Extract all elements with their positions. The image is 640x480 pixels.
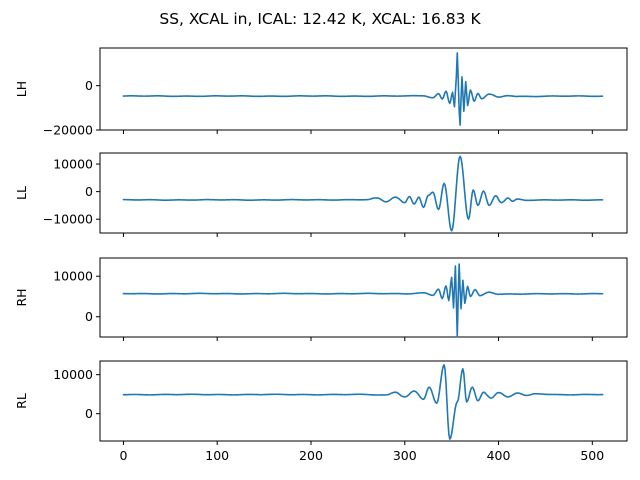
y-tick-label: 10000: [53, 157, 93, 172]
x-tick-label: 500: [580, 448, 604, 463]
y-tick-label: 0: [85, 184, 93, 199]
panel-frame: [99, 152, 628, 234]
series-line-lh: [122, 52, 604, 126]
panel-rh: 10000 0 RH: [14, 257, 628, 341]
y-tick-label: 0: [85, 309, 93, 324]
y-tick-label: −10000: [43, 212, 93, 227]
panel-ll: 10000 0 −10000 LL: [14, 152, 628, 237]
series-line-rl: [122, 364, 604, 440]
y-tick-label: −20000: [43, 123, 93, 138]
panel-frame: [99, 257, 628, 338]
y-tick-label: 0: [85, 406, 93, 421]
x-tick-label: 0: [119, 448, 127, 463]
y-axis-label: RL: [14, 393, 29, 409]
y-tick-label: 10000: [53, 269, 93, 284]
series-line-rh: [122, 263, 604, 338]
y-tick-label: 10000: [53, 367, 93, 382]
x-tick-label: 200: [299, 448, 323, 463]
panel-rl: 10000 0 0 100 200 300 400 500 RL: [14, 360, 628, 463]
x-tick-label: 400: [487, 448, 511, 463]
panel-frame: [99, 47, 628, 131]
x-tick-label: 300: [393, 448, 417, 463]
panel-frame: [99, 360, 628, 442]
y-axis-label: LH: [14, 81, 29, 97]
figure-title: SS, XCAL in, ICAL: 12.42 K, XCAL: 16.83 …: [159, 10, 481, 28]
series-line-ll: [122, 155, 604, 232]
y-axis-label: LL: [14, 186, 29, 200]
panel-lh: 0 −20000 LH: [14, 47, 628, 138]
x-tick-label: 100: [205, 448, 229, 463]
y-axis-label: RH: [14, 288, 29, 306]
y-tick-label: 0: [85, 78, 93, 93]
